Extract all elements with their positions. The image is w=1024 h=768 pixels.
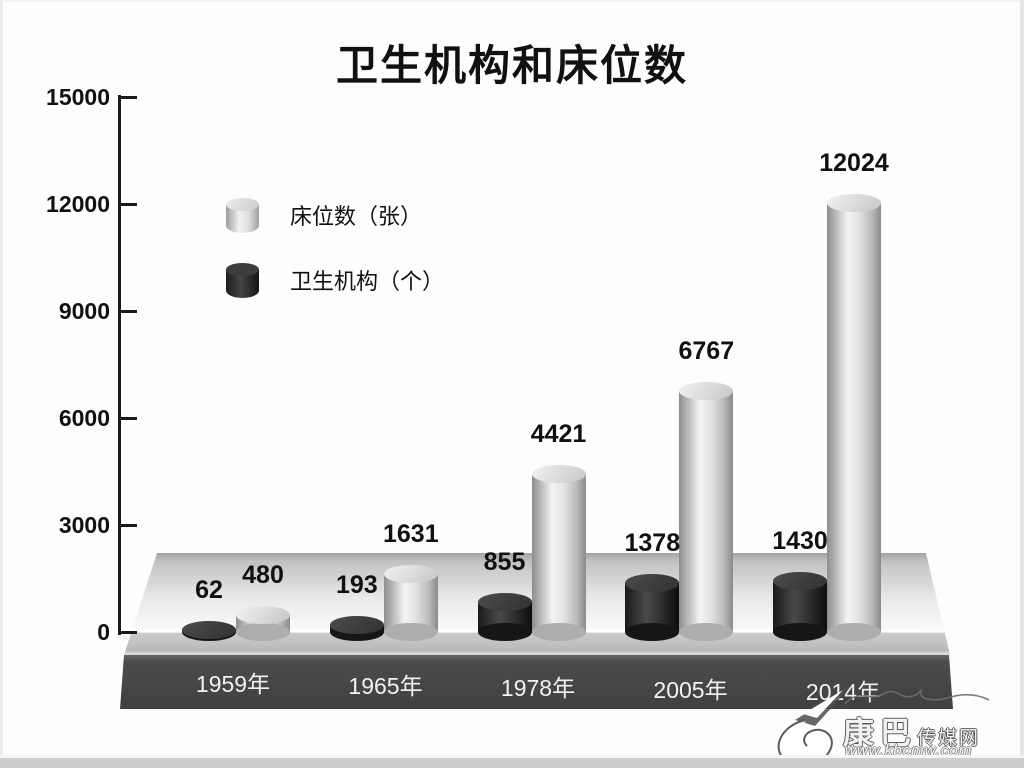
value-label-beds-4: 12024: [819, 149, 889, 178]
legend-marker-beds-icon: [226, 197, 259, 233]
cylinder-top-cap: [383, 564, 438, 583]
y-axis-tick-label-2: 6000: [58, 405, 110, 431]
category-label-3: 2005年: [653, 677, 728, 703]
bar-institutions-2: [477, 592, 532, 641]
cylinder-top-cap: [477, 592, 532, 611]
cylinder-bottom-cap: [773, 623, 827, 641]
y-axis-tick-2: [118, 416, 137, 420]
y-axis-tick-label-5: 15000: [46, 84, 110, 110]
legend-cylinder-cap: [226, 262, 259, 276]
bar-institutions-0: [182, 620, 236, 641]
cylinder-bottom-cap: [625, 622, 680, 641]
value-label-institutions-1: 193: [335, 571, 378, 600]
bar-beds-1: [383, 564, 438, 641]
y-axis-tick-4: [118, 202, 137, 206]
bar-beds-4: [827, 194, 881, 641]
cylinder-top-cap: [679, 381, 734, 400]
value-label-beds-1: 1631: [382, 519, 439, 548]
cylinder-top-cap: [329, 616, 384, 635]
value-label-institutions-3: 1378: [624, 528, 681, 557]
bar-institutions-4: [773, 572, 827, 641]
cylinder-bottom-cap: [679, 622, 734, 641]
cylinder-body: [383, 573, 438, 632]
cylinder-bottom-cap: [531, 622, 586, 641]
cylinder-top-cap: [827, 194, 881, 213]
category-label-0: 1959年: [195, 671, 271, 697]
legend-cylinder-cap: [226, 197, 259, 211]
value-label-beds-2: 4421: [530, 420, 587, 449]
y-axis-tick-1: [118, 523, 137, 527]
value-label-institutions-0: 62: [195, 575, 223, 604]
cylinder-top-cap: [773, 572, 827, 590]
legend-marker-institutions-icon: [226, 262, 259, 298]
value-label-beds-3: 6767: [678, 336, 735, 365]
y-axis-tick-3: [118, 309, 137, 313]
y-axis-tick-label-0: 0: [97, 619, 110, 645]
cylinder-body: [679, 390, 734, 632]
image-bottom-border: [0, 755, 1024, 768]
y-axis-tick-label-1: 3000: [58, 512, 110, 538]
cylinder-bottom-cap: [477, 623, 532, 641]
category-label-4: 2014年: [805, 679, 881, 705]
cylinder-bottom-cap: [827, 622, 881, 641]
bar-beds-0: [236, 605, 290, 641]
cylinder-body: [531, 474, 586, 632]
cylinder-top-cap: [531, 465, 586, 484]
y-axis-tick-0: [118, 630, 137, 634]
cylinder-top-cap: [625, 573, 680, 592]
cylinder-top-cap: [236, 605, 290, 624]
legend-row-beds: 床位数（张）: [226, 197, 444, 233]
category-label-1: 1965年: [348, 673, 423, 699]
y-axis-line: [118, 95, 121, 635]
bar-beds-3: [679, 381, 734, 641]
category-label-2: 1978年: [500, 675, 576, 701]
value-label-institutions-2: 855: [483, 547, 526, 576]
cylinder-top-cap: [182, 620, 236, 639]
legend-row-institutions: 卫生机构（个）: [226, 262, 444, 298]
bar-institutions-3: [625, 573, 680, 641]
cylinder-bottom-cap: [383, 622, 438, 641]
y-axis-tick-label-3: 9000: [58, 298, 110, 324]
legend-label-beds: 床位数（张）: [290, 204, 423, 229]
cylinder-bottom-cap: [236, 622, 290, 641]
y-axis-tick-5: [118, 95, 137, 99]
legend: 床位数（张） 卫生机构（个）: [226, 197, 444, 327]
legend-label-institutions: 卫生机构（个）: [290, 269, 445, 294]
value-label-institutions-4: 1430: [772, 527, 828, 555]
bar-beds-2: [531, 465, 586, 641]
y-axis-tick-label-4: 12000: [46, 191, 110, 217]
chart-title: 卫生机构和床位数: [335, 42, 688, 89]
cylinder-body: [827, 203, 881, 632]
value-label-beds-0: 480: [242, 560, 284, 589]
bar-institutions-1: [329, 616, 384, 641]
